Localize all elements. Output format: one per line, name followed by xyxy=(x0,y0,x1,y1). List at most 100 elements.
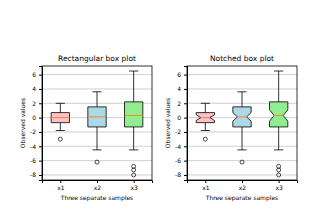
tick-label: -2 xyxy=(30,128,36,135)
tick-mark xyxy=(97,180,98,183)
y-tick: 0 xyxy=(177,114,187,121)
whisker-cap xyxy=(56,130,65,131)
tick-label: -6 xyxy=(30,157,36,164)
whisker-cap xyxy=(129,71,138,72)
y-tick: 0 xyxy=(32,114,42,121)
median-line xyxy=(274,115,283,116)
median-line xyxy=(201,117,210,118)
whisker-cap xyxy=(56,103,65,104)
tick-label: 2 xyxy=(177,100,181,107)
tick-label: -4 xyxy=(30,143,36,150)
whisker xyxy=(242,127,243,150)
tick-label: 0 xyxy=(177,114,181,121)
whisker-cap xyxy=(274,149,283,150)
outlier xyxy=(277,173,281,177)
outlier xyxy=(277,168,281,172)
x-tick: x2 xyxy=(94,180,102,191)
tick-mark xyxy=(205,180,206,183)
tick-label: x2 xyxy=(239,184,247,191)
box xyxy=(233,107,251,127)
tick-label: x3 xyxy=(275,184,283,191)
y-tick: 2 xyxy=(32,100,42,107)
x-tick: x1 xyxy=(57,180,65,191)
chart-title: Rectangular box plot xyxy=(58,54,136,63)
median-line xyxy=(51,117,69,118)
tick-label: 6 xyxy=(32,71,36,78)
tick-mark xyxy=(39,118,42,119)
whisker xyxy=(242,92,243,107)
whisker xyxy=(278,127,279,150)
whisker xyxy=(133,71,134,102)
tick-label: 4 xyxy=(32,85,36,92)
y-tick: -2 xyxy=(30,128,42,135)
whisker-cap xyxy=(237,91,246,92)
whisker xyxy=(205,123,206,131)
box xyxy=(51,113,69,123)
y-axis-title: Observed values xyxy=(19,98,26,148)
tick-label: 6 xyxy=(177,71,181,78)
x-axis-title: Three separate samples xyxy=(205,194,278,202)
whisker-cap xyxy=(129,149,138,150)
outlier xyxy=(203,137,207,141)
outlier xyxy=(58,137,62,141)
x-tick: x1 xyxy=(202,180,210,191)
x-axis-title: Three separate samples xyxy=(60,194,133,202)
x-tick: x3 xyxy=(275,180,283,191)
y-tick: -6 xyxy=(175,157,187,164)
axis-line xyxy=(184,67,188,181)
tick-mark xyxy=(184,75,187,76)
y-tick: 2 xyxy=(177,100,187,107)
y-tick: -4 xyxy=(175,143,187,150)
tick-mark xyxy=(39,132,42,133)
x-axis: x1 x2 x3 xyxy=(43,180,153,191)
tick-label: -6 xyxy=(175,157,181,164)
tick-mark xyxy=(60,180,61,183)
subplot: -8 -6 -4 -2 0 2 4 6 x1 x2 x3 Rectangular box plot Th… xyxy=(19,54,153,202)
x-axis: x1 x2 x3 xyxy=(188,180,298,191)
subplot: -8-6-4-20246x1x2x3Notched box plotThree … xyxy=(164,54,298,202)
box-group xyxy=(196,103,214,141)
y-tick: -8 xyxy=(30,171,42,178)
outlier xyxy=(240,160,244,164)
whisker xyxy=(97,127,98,150)
x-tick: x3 xyxy=(130,180,138,191)
tick-mark xyxy=(39,89,42,90)
tick-mark xyxy=(184,161,187,162)
tick-label: x2 xyxy=(94,184,102,191)
y-axis-title: Observed values xyxy=(164,98,171,148)
whisker xyxy=(60,103,61,112)
tick-label: x1 xyxy=(57,184,65,191)
y-tick: -2 xyxy=(175,128,187,135)
median-line xyxy=(237,116,246,117)
tick-mark xyxy=(184,146,187,147)
tick-label: -8 xyxy=(175,171,181,178)
tick-label: 4 xyxy=(177,85,181,92)
y-tick: 6 xyxy=(32,71,42,78)
x-tick: x2 xyxy=(239,180,247,191)
axis-line xyxy=(39,67,43,181)
outlier xyxy=(132,173,136,177)
tick-mark xyxy=(279,180,280,183)
whisker xyxy=(133,127,134,150)
y-tick: -6 xyxy=(30,157,42,164)
tick-mark xyxy=(184,132,187,133)
whisker xyxy=(205,103,206,112)
tick-mark xyxy=(242,180,243,183)
y-tick: 6 xyxy=(177,71,187,78)
box-group xyxy=(233,92,251,164)
whisker-cap xyxy=(201,130,210,131)
box-group xyxy=(270,71,288,177)
tick-mark xyxy=(39,146,42,147)
tick-mark xyxy=(184,89,187,90)
y-axis: -8 -6 -4 -2 0 2 4 6 xyxy=(175,67,187,181)
tick-mark xyxy=(134,180,135,183)
whisker-cap xyxy=(274,71,283,72)
tick-label: 2 xyxy=(32,100,36,107)
grid-line xyxy=(187,88,297,89)
median-line xyxy=(88,116,106,117)
y-tick: 4 xyxy=(177,85,187,92)
tick-mark xyxy=(39,103,42,104)
tick-label: x1 xyxy=(202,184,210,191)
whisker-cap xyxy=(92,149,101,150)
box xyxy=(88,107,106,127)
